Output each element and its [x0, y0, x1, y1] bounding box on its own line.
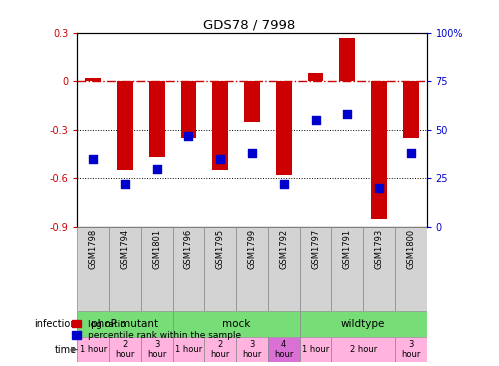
- Text: mock: mock: [222, 319, 250, 329]
- Point: [311, 117, 319, 123]
- Text: 2
hour: 2 hour: [115, 340, 135, 359]
- Bar: [77, 311, 173, 337]
- Legend: log ratio, percentile rank within the sample: log ratio, percentile rank within the sa…: [72, 320, 241, 340]
- Text: 2 hour: 2 hour: [349, 345, 377, 354]
- Bar: [205, 337, 236, 362]
- Bar: [173, 227, 205, 311]
- Text: 3
hour: 3 hour: [243, 340, 261, 359]
- Text: GSM1799: GSM1799: [248, 229, 256, 269]
- Bar: [109, 337, 141, 362]
- Bar: [395, 337, 427, 362]
- Bar: [212, 81, 228, 170]
- Bar: [77, 227, 109, 311]
- Bar: [403, 81, 419, 138]
- Text: 1 hour: 1 hour: [175, 345, 202, 354]
- Bar: [85, 78, 101, 81]
- Bar: [173, 337, 205, 362]
- Text: GSM1793: GSM1793: [375, 229, 384, 269]
- Text: 2
hour: 2 hour: [211, 340, 230, 359]
- Point: [280, 181, 288, 187]
- Bar: [331, 337, 395, 362]
- Bar: [236, 227, 268, 311]
- Bar: [173, 311, 299, 337]
- Text: wildtype: wildtype: [341, 319, 385, 329]
- Bar: [205, 227, 236, 311]
- Bar: [268, 337, 299, 362]
- Point: [216, 156, 224, 162]
- Bar: [299, 311, 427, 337]
- Point: [89, 156, 97, 162]
- Bar: [149, 81, 165, 157]
- Text: GSM1795: GSM1795: [216, 229, 225, 269]
- Text: GSM1797: GSM1797: [311, 229, 320, 269]
- Bar: [363, 227, 395, 311]
- Bar: [339, 38, 355, 81]
- Text: time: time: [54, 345, 77, 355]
- Bar: [141, 337, 173, 362]
- Text: 1 hour: 1 hour: [302, 345, 329, 354]
- Point: [185, 133, 193, 139]
- Text: GDS78 / 7998: GDS78 / 7998: [204, 18, 295, 31]
- Bar: [371, 81, 387, 219]
- Bar: [181, 81, 197, 138]
- Text: 3
hour: 3 hour: [147, 340, 167, 359]
- Bar: [307, 73, 323, 81]
- Text: GSM1791: GSM1791: [343, 229, 352, 269]
- Point: [407, 150, 415, 156]
- Text: phoP mutant: phoP mutant: [91, 319, 159, 329]
- Bar: [236, 337, 268, 362]
- Text: GSM1796: GSM1796: [184, 229, 193, 269]
- Bar: [117, 81, 133, 170]
- Point: [248, 150, 256, 156]
- Point: [153, 166, 161, 172]
- Bar: [244, 81, 260, 122]
- Bar: [109, 227, 141, 311]
- Bar: [331, 227, 363, 311]
- Bar: [299, 227, 331, 311]
- Text: 3
hour: 3 hour: [401, 340, 421, 359]
- Point: [375, 185, 383, 191]
- Text: GSM1792: GSM1792: [279, 229, 288, 269]
- Point: [121, 181, 129, 187]
- Text: GSM1801: GSM1801: [152, 229, 161, 269]
- Point: [343, 111, 351, 117]
- Bar: [276, 81, 292, 175]
- Text: GSM1798: GSM1798: [89, 229, 98, 269]
- Text: GSM1800: GSM1800: [406, 229, 415, 269]
- Bar: [77, 337, 109, 362]
- Bar: [299, 337, 331, 362]
- Bar: [268, 227, 299, 311]
- Bar: [395, 227, 427, 311]
- Text: 1 hour: 1 hour: [80, 345, 107, 354]
- Text: 4
hour: 4 hour: [274, 340, 293, 359]
- Text: infection: infection: [34, 319, 77, 329]
- Text: GSM1794: GSM1794: [120, 229, 129, 269]
- Bar: [141, 227, 173, 311]
